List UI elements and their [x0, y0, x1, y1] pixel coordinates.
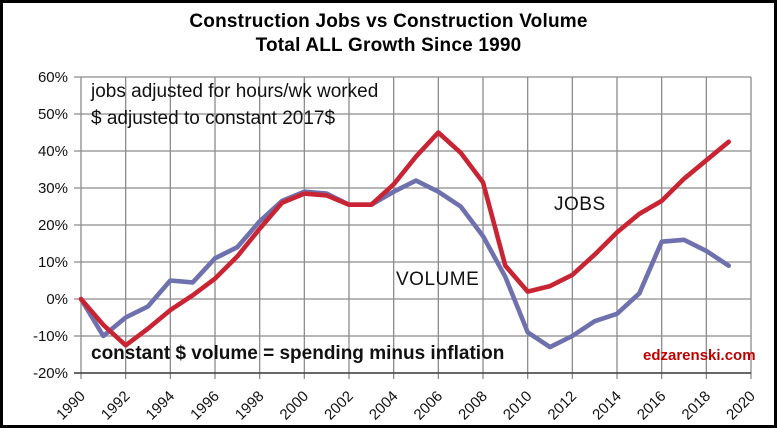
svg-text:-20%: -20% — [33, 365, 68, 382]
series-label-jobs: JOBS — [554, 194, 606, 215]
svg-text:2006: 2006 — [411, 388, 447, 424]
watermark-edzarenski: edzarenski.com — [643, 347, 756, 364]
svg-text:2020: 2020 — [723, 388, 759, 424]
annotation-jobs-adjusted: jobs adjusted for hours/wk worked — [91, 81, 379, 102]
svg-text:1990: 1990 — [53, 388, 89, 424]
svg-text:2004: 2004 — [366, 388, 402, 424]
chart-title-line1: Construction Jobs vs Construction Volume — [189, 11, 588, 32]
svg-text:30%: 30% — [38, 180, 68, 197]
svg-text:40%: 40% — [38, 143, 68, 160]
svg-text:1996: 1996 — [187, 388, 223, 424]
annotation-dollars-adjusted: $ adjusted to constant 2017$ — [91, 108, 336, 129]
svg-text:10%: 10% — [38, 254, 68, 271]
svg-text:2014: 2014 — [589, 388, 625, 424]
svg-text:2000: 2000 — [277, 388, 313, 424]
svg-text:2012: 2012 — [545, 388, 581, 424]
chart-title: Construction Jobs vs Construction Volume… — [3, 10, 774, 58]
series-label-volume: VOLUME — [396, 269, 480, 290]
svg-text:1998: 1998 — [232, 388, 268, 424]
svg-text:2016: 2016 — [634, 388, 670, 424]
svg-text:2018: 2018 — [679, 388, 715, 424]
svg-text:20%: 20% — [38, 217, 68, 234]
svg-text:2002: 2002 — [321, 388, 357, 424]
chart-plot: -20% -10% 0% 10% 20% 30% 40% 50% 60% 1990 1992 1994… — [33, 69, 759, 424]
svg-text:1994: 1994 — [143, 388, 179, 424]
chart-title-line2: Total ALL Growth Since 1990 — [255, 35, 522, 56]
svg-text:1992: 1992 — [98, 388, 134, 424]
svg-text:2010: 2010 — [500, 388, 536, 424]
svg-text:60%: 60% — [38, 69, 68, 86]
svg-text:-10%: -10% — [33, 328, 68, 345]
svg-text:50%: 50% — [38, 106, 68, 123]
svg-text:0%: 0% — [46, 291, 68, 308]
annotation-constant-volume: constant $ volume = spending minus infla… — [91, 343, 505, 364]
svg-text:2008: 2008 — [455, 388, 491, 424]
